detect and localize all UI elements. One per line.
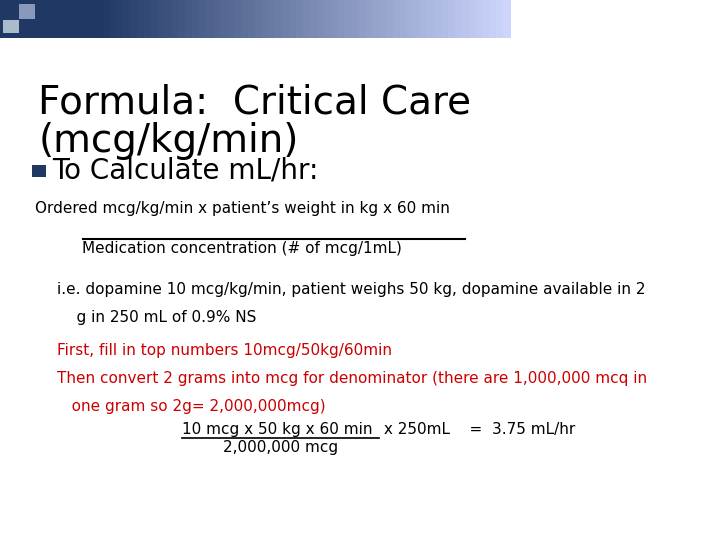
Bar <box>109 0 117 38</box>
Bar <box>192 0 201 38</box>
Bar <box>32 165 46 177</box>
Bar <box>379 0 387 38</box>
Bar <box>213 0 221 38</box>
Bar <box>358 0 366 38</box>
Bar <box>455 0 463 38</box>
Bar <box>434 0 442 38</box>
Text: Ordered mcg/kg/min x patient’s weight in kg x 60 min: Ordered mcg/kg/min x patient’s weight in… <box>35 201 450 216</box>
Bar <box>19 4 35 19</box>
Bar <box>296 0 304 38</box>
Bar <box>317 0 325 38</box>
Text: 10 mcg x 50 kg x 60 min: 10 mcg x 50 kg x 60 min <box>181 422 372 437</box>
Text: g in 250 mL of 0.9% NS: g in 250 mL of 0.9% NS <box>58 310 257 325</box>
Bar <box>372 0 380 38</box>
Bar <box>117 0 125 38</box>
Bar <box>102 0 111 38</box>
Bar <box>482 0 490 38</box>
Text: x 250mL    =  3.75 mL/hr: x 250mL = 3.75 mL/hr <box>379 422 576 437</box>
Bar <box>171 0 180 38</box>
Bar <box>392 0 401 38</box>
Bar <box>206 0 215 38</box>
Text: Then convert 2 grams into mcg for denominator (there are 1,000,000 mcq in: Then convert 2 grams into mcg for denomi… <box>58 371 647 386</box>
Bar <box>255 0 263 38</box>
Bar <box>151 0 159 38</box>
Bar <box>338 0 346 38</box>
Bar <box>462 0 470 38</box>
Bar <box>282 0 290 38</box>
Bar <box>386 0 394 38</box>
Bar <box>427 0 436 38</box>
Bar <box>275 0 284 38</box>
Text: First, fill in top numbers 10mcg/50kg/60min: First, fill in top numbers 10mcg/50kg/60… <box>58 343 392 358</box>
Bar <box>441 0 449 38</box>
Bar <box>310 0 318 38</box>
Bar <box>186 0 194 38</box>
Bar <box>3 20 19 33</box>
Bar <box>227 0 235 38</box>
Bar <box>344 0 353 38</box>
Bar <box>476 0 484 38</box>
Bar <box>3 4 19 19</box>
Bar <box>248 0 256 38</box>
Text: To Calculate mL/hr:: To Calculate mL/hr: <box>53 156 319 184</box>
Bar <box>96 0 104 38</box>
Bar <box>289 0 297 38</box>
Bar <box>179 0 186 38</box>
Bar <box>365 0 373 38</box>
Text: Formula:  Critical Care: Formula: Critical Care <box>38 84 472 122</box>
Bar <box>220 0 228 38</box>
Bar <box>330 0 338 38</box>
Bar <box>400 0 408 38</box>
Bar <box>0 0 96 38</box>
Bar <box>261 0 269 38</box>
Bar <box>407 0 415 38</box>
Text: (mcg/kg/min): (mcg/kg/min) <box>38 122 299 159</box>
Text: one gram so 2g= 2,000,000mcg): one gram so 2g= 2,000,000mcg) <box>58 399 326 414</box>
Text: Medication concentration (# of mcg/1mL): Medication concentration (# of mcg/1mL) <box>82 241 402 256</box>
Bar <box>448 0 456 38</box>
Bar <box>496 0 505 38</box>
Bar <box>413 0 422 38</box>
Bar <box>490 0 498 38</box>
Bar <box>130 0 138 38</box>
Bar <box>323 0 332 38</box>
Bar <box>137 0 145 38</box>
Text: 2,000,000 mcg: 2,000,000 mcg <box>223 440 338 455</box>
Bar <box>469 0 477 38</box>
Bar <box>420 0 428 38</box>
Text: i.e. dopamine 10 mcg/kg/min, patient weighs 50 kg, dopamine available in 2: i.e. dopamine 10 mcg/kg/min, patient wei… <box>58 282 646 297</box>
Bar <box>144 0 152 38</box>
Bar <box>234 0 242 38</box>
Bar <box>303 0 311 38</box>
Bar <box>158 0 166 38</box>
Bar <box>510 0 638 38</box>
Bar <box>165 0 173 38</box>
Bar <box>240 0 249 38</box>
Bar <box>123 0 132 38</box>
Bar <box>199 0 207 38</box>
Bar <box>503 0 511 38</box>
Bar <box>351 0 359 38</box>
Bar <box>269 0 276 38</box>
